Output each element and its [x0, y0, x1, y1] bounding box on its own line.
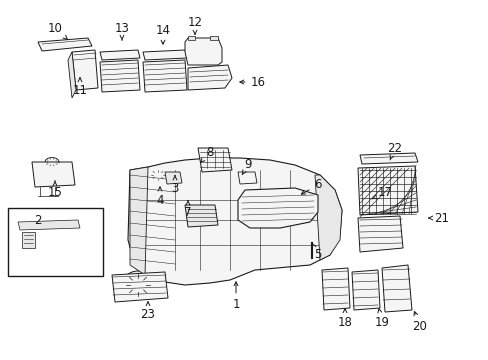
Text: 6: 6 [301, 179, 321, 194]
Text: 20: 20 [412, 312, 427, 333]
Ellipse shape [307, 239, 315, 244]
Polygon shape [112, 272, 168, 302]
Ellipse shape [122, 271, 154, 299]
Polygon shape [357, 166, 417, 215]
Polygon shape [22, 232, 35, 248]
Polygon shape [187, 36, 195, 40]
Polygon shape [381, 265, 411, 312]
Polygon shape [164, 172, 182, 184]
Polygon shape [128, 158, 341, 285]
Polygon shape [314, 175, 341, 260]
Text: 21: 21 [428, 211, 448, 225]
Polygon shape [68, 52, 76, 98]
Text: 19: 19 [374, 309, 389, 328]
Polygon shape [142, 50, 186, 60]
Text: 7: 7 [184, 201, 191, 220]
Polygon shape [198, 148, 231, 172]
Text: 14: 14 [155, 23, 170, 44]
Polygon shape [142, 60, 186, 92]
Polygon shape [351, 270, 379, 310]
Text: 9: 9 [242, 158, 251, 174]
Polygon shape [100, 50, 140, 60]
Bar [8, 208, 103, 276]
Bar [192, 43, 214, 59]
Text: 4: 4 [156, 187, 163, 207]
Polygon shape [130, 167, 148, 275]
Text: 5: 5 [311, 243, 321, 261]
Polygon shape [187, 65, 231, 90]
Polygon shape [184, 38, 222, 65]
Text: 11: 11 [72, 78, 87, 96]
Bar [36, 165, 66, 183]
Polygon shape [18, 220, 80, 230]
Text: 8: 8 [200, 145, 213, 162]
Ellipse shape [153, 171, 163, 179]
Text: 15: 15 [47, 181, 62, 199]
Polygon shape [32, 162, 75, 187]
Text: 16: 16 [240, 76, 265, 89]
Text: 10: 10 [47, 22, 67, 39]
Text: 1: 1 [232, 282, 239, 311]
Ellipse shape [150, 167, 165, 189]
Polygon shape [72, 50, 98, 90]
Polygon shape [184, 205, 218, 227]
Ellipse shape [129, 277, 147, 293]
Polygon shape [209, 36, 218, 40]
Polygon shape [357, 216, 402, 252]
Text: 12: 12 [187, 15, 202, 34]
Text: 3: 3 [171, 176, 178, 194]
Polygon shape [321, 268, 349, 310]
Ellipse shape [45, 158, 59, 166]
Text: 17: 17 [371, 186, 392, 199]
Text: 22: 22 [386, 141, 402, 160]
Polygon shape [359, 153, 417, 164]
Text: 18: 18 [337, 309, 352, 328]
Polygon shape [238, 172, 257, 184]
Text: 2: 2 [34, 213, 41, 226]
Polygon shape [100, 60, 140, 92]
Polygon shape [238, 188, 317, 228]
Text: 13: 13 [114, 22, 129, 40]
Polygon shape [38, 38, 92, 51]
Text: 23: 23 [140, 302, 155, 321]
